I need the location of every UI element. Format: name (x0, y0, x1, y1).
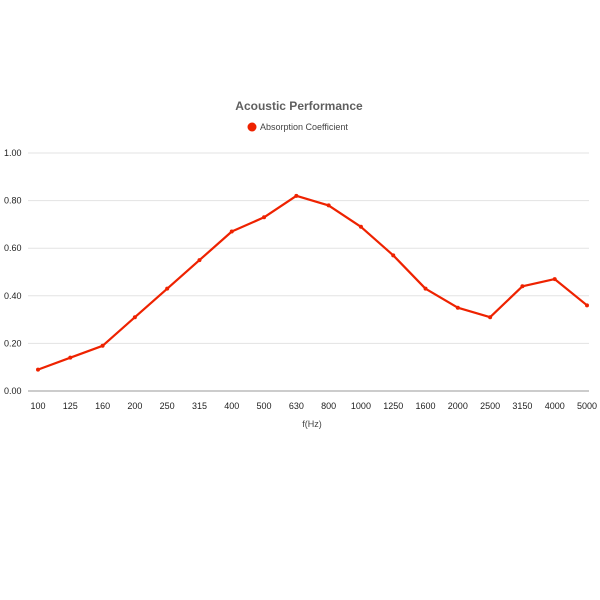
data-point[interactable] (552, 277, 557, 282)
x-tick-label: 200 (127, 401, 142, 411)
x-tick-label: 315 (192, 401, 207, 411)
x-tick-label: 630 (289, 401, 304, 411)
y-axis-ticks: 0.00 0.20 0.40 0.60 0.80 1.00 (4, 148, 22, 396)
data-point[interactable] (358, 224, 363, 229)
data-point[interactable] (68, 355, 73, 360)
legend-marker-absorption-coefficient (247, 122, 257, 132)
legend-label-absorption-coefficient: Absorption Coefficient (260, 122, 348, 132)
x-tick-label: 1600 (416, 401, 436, 411)
y-tick-label: 0.20 (4, 338, 22, 348)
y-tick-label: 0.60 (4, 243, 22, 253)
x-tick-label: 250 (160, 401, 175, 411)
x-axis-ticks: 100 125 160 200 250 315 400 500 630 800 1000 1250 16… (30, 401, 597, 411)
data-point[interactable] (132, 315, 137, 320)
series-line[interactable] (36, 194, 589, 371)
x-tick-label: 5000 (577, 401, 597, 411)
x-tick-label: 3150 (512, 401, 532, 411)
x-tick-label: 500 (257, 401, 272, 411)
data-point[interactable] (100, 343, 105, 348)
series-absorption-coefficient[interactable] (36, 193, 589, 372)
x-tick-label: 1000 (351, 401, 371, 411)
x-tick-label: 4000 (545, 401, 565, 411)
y-tick-label: 1.00 (4, 148, 22, 158)
y-tick-label: 0.00 (4, 386, 22, 396)
data-point[interactable] (326, 203, 331, 208)
data-point[interactable] (262, 215, 267, 220)
x-tick-label: 100 (30, 401, 45, 411)
legend[interactable]: Absorption Coefficient (247, 122, 349, 132)
data-point[interactable] (197, 258, 202, 263)
x-tick-label: 160 (95, 401, 110, 411)
y-tick-label: 0.80 (4, 196, 22, 206)
chart-title: Acoustic Performance (235, 99, 363, 113)
data-point[interactable] (229, 229, 234, 234)
gridlines (28, 152, 589, 392)
data-point[interactable] (36, 367, 40, 372)
data-point[interactable] (455, 305, 460, 310)
x-tick-label: 1250 (383, 401, 403, 411)
data-point[interactable] (165, 286, 170, 291)
data-point[interactable] (488, 315, 493, 320)
data-point[interactable] (520, 284, 525, 289)
x-tick-label: 125 (63, 401, 78, 411)
x-tick-label: 2000 (448, 401, 468, 411)
y-tick-label: 0.40 (4, 291, 22, 301)
x-tick-label: 800 (321, 401, 336, 411)
data-point[interactable] (423, 286, 428, 291)
x-axis-title: f(Hz) (302, 419, 322, 429)
data-point[interactable] (585, 303, 589, 308)
data-point[interactable] (391, 253, 396, 258)
data-point[interactable] (294, 193, 299, 198)
x-tick-label: 2500 (480, 401, 500, 411)
x-tick-label: 400 (224, 401, 239, 411)
